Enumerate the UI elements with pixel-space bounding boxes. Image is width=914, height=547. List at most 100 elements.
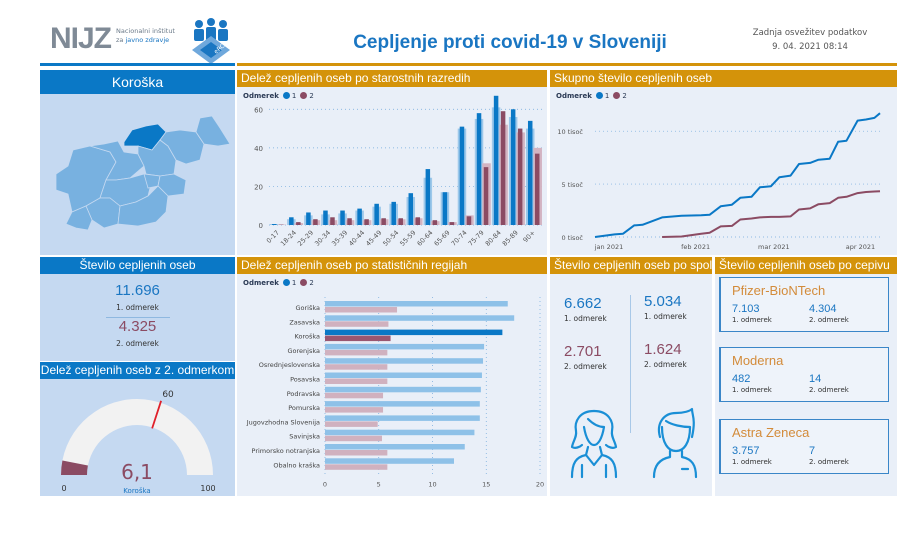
- male-dose1-label: 1. odmerek: [644, 312, 687, 321]
- age-bar-dose1: [374, 203, 379, 225]
- regions-bar-chart: 0 5 10 15 20 Goriška Zasavska Koroška Gorenjska O…: [246, 297, 544, 489]
- age-bar-dose2: [466, 216, 472, 225]
- region-label: Zasavska: [289, 318, 320, 326]
- legend-title: Odmerek: [243, 92, 279, 100]
- region-bar-dose1: [325, 315, 515, 321]
- vaccine-dose2-value: 14: [809, 373, 822, 385]
- refresh-label: Zadnja osvežitev podatkov: [752, 28, 868, 38]
- region-xtick-label: 10: [428, 481, 436, 489]
- region-xtick-label: 0: [323, 481, 327, 489]
- vaccine-card-moderna[interactable]: Moderna 482 1. odmerek 14 2. odmerek: [719, 347, 889, 402]
- gauge-value: 6,1: [121, 460, 153, 484]
- age-bar-dose2: [347, 218, 352, 225]
- legend-dose1-label[interactable]: 1: [291, 279, 297, 287]
- region-label: Posavska: [290, 376, 320, 384]
- region-bar-dose1: [325, 415, 480, 421]
- institute-line2-bold: javno zdravje: [125, 36, 170, 44]
- line-ytick-label: 5 tisoč: [562, 181, 584, 189]
- map-region-obalno-kraska: [65, 205, 93, 231]
- region-label: Gorenjska: [288, 347, 321, 355]
- vaccine-dose2-value: 4.304: [809, 303, 837, 315]
- legend-dose2-label[interactable]: 2: [309, 279, 314, 287]
- age-xtick-label: 40-44: [347, 229, 366, 248]
- vaccine-panel: Število cepljenih oseb po cepivu Pfizer-…: [715, 257, 897, 496]
- vaccine-card-pfizer[interactable]: Pfizer-BioNTech 7.103 1. odmerek 4.304 2…: [719, 277, 889, 332]
- dose1-label: 1. odmerek: [116, 303, 159, 312]
- vaccine-dose1-label: 1. odmerek: [732, 386, 772, 394]
- line-series-dose2: [662, 190, 881, 238]
- count-title: Število cepljenih oseb: [40, 257, 235, 274]
- male-dose2-value: 1.624: [644, 341, 682, 358]
- region-bar-dose1: [325, 444, 465, 450]
- legend-dose1-label[interactable]: 1: [291, 92, 297, 100]
- age-xtick-label: 35-39: [330, 229, 349, 248]
- region-bar-dose2: [325, 349, 388, 356]
- line-ytick-label: 0 tisoč: [562, 234, 584, 242]
- legend-dose2-label[interactable]: 2: [622, 92, 627, 100]
- age-bar-dose2: [415, 217, 421, 225]
- sex-panel: Število cepljenih oseb po spolu 6.662 1.…: [550, 257, 712, 496]
- legend-dose2-dot: [300, 279, 308, 286]
- age-chart-panel: Delež cepljenih oseb po starostnih razre…: [237, 70, 547, 255]
- vaccine-dose1-label: 1. odmerek: [732, 458, 772, 466]
- age-xtick-label: 50-54: [381, 229, 400, 248]
- age-bar-dose2: [432, 220, 438, 225]
- female-stats: 6.662 1. odmerek 2.701 2. odmerek: [564, 295, 607, 371]
- vaccine-panel-title: Število cepljenih oseb po cepivu: [715, 257, 897, 274]
- line-series-dose1: [594, 112, 881, 238]
- legend-dose1-label[interactable]: 1: [604, 92, 610, 100]
- age-xtick-label: 60-64: [415, 229, 434, 248]
- region-bar-dose2: [325, 450, 388, 456]
- region-label: Osrednjeslovenska: [259, 361, 320, 369]
- region-bar-dose2: [325, 392, 384, 399]
- cumulative-chart-title: Skupno število cepljenih oseb: [550, 70, 897, 87]
- refresh-datetime: 9. 04. 2021 08:14: [772, 42, 848, 52]
- age-bar-dose2: [330, 217, 335, 225]
- female-dose1-value: 6.662: [564, 295, 602, 312]
- vaccine-dose2-label: 2. odmerek: [809, 386, 849, 394]
- sex-divider: [630, 295, 631, 433]
- gauge-value-arc: [61, 460, 88, 475]
- male-icon: [652, 407, 698, 479]
- line-ytick-label: 10 tisoč: [557, 128, 583, 136]
- region-bar-dose1: [325, 401, 480, 407]
- line-xtick-label: apr 2021: [846, 243, 875, 251]
- regions-chart-legend: Odmerek 1 2: [243, 279, 314, 287]
- count-divider: [105, 317, 170, 318]
- gauge-chart: 60 6,1 0 100 Koroška: [61, 390, 216, 495]
- gauge-max-label: 100: [200, 484, 215, 493]
- female-dose2-label: 2. odmerek: [564, 362, 607, 371]
- vaccine-card-astrazeneca[interactable]: Astra Zeneca 3.757 1. odmerek 7 2. odmer…: [719, 419, 889, 474]
- age-bar-dose2: [313, 219, 318, 225]
- map-region-gorenjska: [89, 140, 145, 181]
- region-bar-dose2: [325, 321, 389, 327]
- institute-line1: Nacionalni inštitut: [116, 27, 175, 35]
- gauge-caption: Koroška: [123, 487, 150, 495]
- age-xtick-label: 75-79: [467, 229, 486, 248]
- nijz-logo: NIJZ: [50, 22, 112, 56]
- age-ytick-label: 20: [254, 183, 263, 191]
- age-bar-dose2: [398, 218, 403, 225]
- legend-dose1-dot: [282, 92, 290, 99]
- divider-blue: [40, 63, 235, 66]
- map-region-podravska: [159, 129, 205, 165]
- age-chart-legend: Odmerek 1 2: [243, 92, 314, 100]
- gauge-panel: Delež cepljenih oseb z 2. odmerkom 60 6,…: [40, 362, 235, 496]
- region-label: Koroška: [295, 333, 320, 341]
- male-stats: 5.034 1. odmerek 1.624 2. odmerek: [644, 293, 687, 369]
- region-bar-dose1: [325, 301, 508, 307]
- ercd-logo-icon: eRCO: [192, 18, 230, 64]
- age-bar-dose2: [517, 128, 523, 225]
- slovenia-map: [55, 115, 231, 231]
- region-bar-dose2: [325, 435, 382, 442]
- region-bar-dose1: [325, 329, 503, 336]
- age-bar-dose1: [510, 109, 516, 225]
- gauge-target-marker: [151, 400, 162, 429]
- age-bar-dose2: [483, 167, 489, 225]
- male-dose2-label: 2. odmerek: [644, 360, 687, 369]
- legend-dose2-label[interactable]: 2: [309, 92, 314, 100]
- region-bar-dose2: [325, 464, 388, 470]
- gauge-target-label: 60: [162, 390, 174, 400]
- age-xtick-label: 55-59: [398, 229, 417, 248]
- age-bar-dose2: [534, 153, 540, 225]
